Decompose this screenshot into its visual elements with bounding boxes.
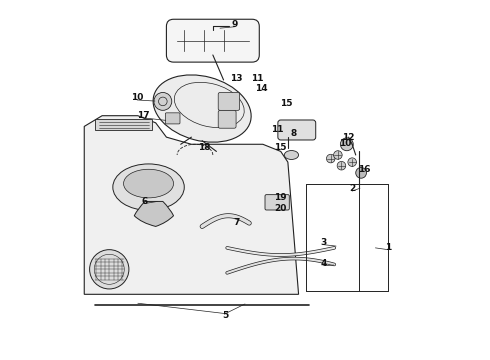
Text: 1: 1 — [385, 243, 391, 252]
Text: 7: 7 — [233, 219, 239, 228]
Circle shape — [348, 158, 356, 166]
Text: 16: 16 — [358, 165, 371, 174]
Circle shape — [337, 161, 346, 170]
Circle shape — [356, 167, 367, 178]
Text: 19: 19 — [274, 193, 286, 202]
Text: 3: 3 — [320, 238, 327, 247]
Text: 10: 10 — [339, 139, 351, 148]
Text: 11: 11 — [271, 126, 283, 135]
FancyBboxPatch shape — [218, 93, 240, 111]
Text: 15: 15 — [274, 143, 287, 152]
Ellipse shape — [153, 75, 251, 142]
Text: 11: 11 — [251, 74, 264, 83]
Text: 14: 14 — [255, 84, 268, 93]
Ellipse shape — [123, 169, 173, 198]
Text: 9: 9 — [231, 20, 238, 29]
Circle shape — [334, 151, 342, 159]
Text: 17: 17 — [137, 111, 149, 120]
PathPatch shape — [134, 202, 173, 226]
Text: 20: 20 — [274, 204, 286, 213]
FancyBboxPatch shape — [278, 120, 316, 140]
Text: 5: 5 — [222, 311, 228, 320]
Text: 15: 15 — [280, 99, 293, 108]
FancyBboxPatch shape — [167, 19, 259, 62]
Circle shape — [90, 249, 129, 289]
PathPatch shape — [95, 119, 152, 130]
FancyBboxPatch shape — [265, 195, 289, 210]
Text: 4: 4 — [320, 260, 327, 269]
Text: 12: 12 — [343, 132, 355, 141]
Text: 13: 13 — [230, 74, 243, 83]
FancyBboxPatch shape — [165, 113, 180, 124]
Circle shape — [341, 138, 353, 151]
Circle shape — [326, 154, 335, 163]
Text: 18: 18 — [197, 143, 210, 152]
PathPatch shape — [84, 116, 298, 294]
Text: 10: 10 — [131, 93, 143, 102]
Text: 8: 8 — [290, 129, 296, 138]
FancyBboxPatch shape — [218, 111, 236, 128]
Ellipse shape — [113, 164, 184, 210]
Circle shape — [154, 93, 172, 111]
Ellipse shape — [284, 150, 298, 159]
Text: 6: 6 — [141, 197, 147, 206]
Text: 2: 2 — [349, 184, 355, 193]
